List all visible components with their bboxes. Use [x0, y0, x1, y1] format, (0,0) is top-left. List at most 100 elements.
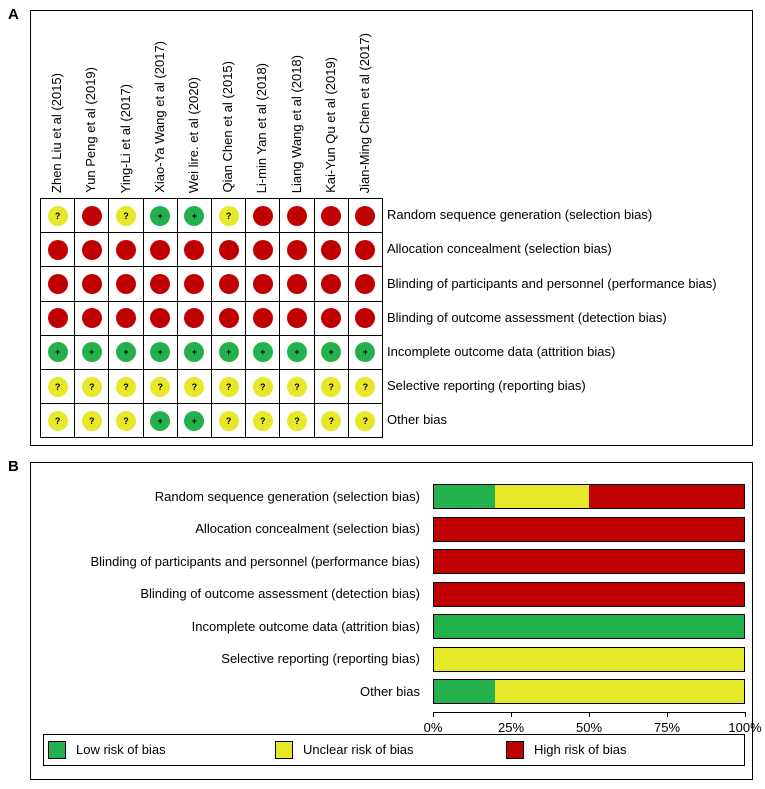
high-risk-dot [286, 205, 307, 226]
judgement-cell: ? [279, 369, 315, 405]
bar-outline [433, 581, 745, 607]
judgement-cell [279, 266, 315, 302]
high-risk-dot [81, 308, 102, 329]
x-tick-mark [589, 711, 590, 717]
study-name: Yun Peng et al (2019) [83, 67, 99, 193]
high-risk-dot [150, 239, 171, 260]
judgement-cell: ? [211, 198, 247, 234]
judgement-cell: + [245, 334, 281, 370]
high-risk-dot [355, 239, 376, 260]
bar-segment [433, 679, 496, 704]
x-tick-mark [745, 711, 746, 717]
unclear-risk-dot: ? [252, 410, 273, 431]
judgement-cell [279, 232, 315, 268]
legend-label: Low risk of bias [76, 742, 166, 757]
judgement-cell [347, 266, 383, 302]
high-risk-dot [115, 239, 136, 260]
high-risk-dot [321, 308, 342, 329]
unclear-risk-dot: ? [47, 376, 68, 397]
unclear-risk-dot: ? [184, 376, 205, 397]
judgement-cell [313, 266, 349, 302]
judgement-cell [347, 232, 383, 268]
bar-segment [433, 614, 745, 639]
judgement-cell [176, 300, 212, 336]
judgement-cell: + [74, 334, 110, 370]
bar-segment [433, 549, 745, 574]
judgement-cell [347, 198, 383, 234]
category-label: Random sequence generation (selection bi… [154, 488, 420, 504]
x-tick-label: 50% [575, 719, 603, 735]
unclear-risk-dot: ? [115, 205, 136, 226]
x-tick-mark [433, 711, 434, 717]
judgement-cell: + [142, 403, 178, 439]
domain-label: Blinding of participants and personnel (… [387, 275, 717, 291]
bar-outline [433, 679, 745, 704]
bar-outline [433, 549, 745, 574]
high-risk-dot [286, 308, 307, 329]
bar-segment [495, 484, 589, 509]
low-risk-dot: + [321, 342, 342, 363]
high-risk-dot [286, 239, 307, 260]
domain-label: Other bias [387, 412, 447, 428]
judgement-cell: + [40, 334, 76, 370]
high-risk-dot [218, 308, 239, 329]
judgement-cell [40, 266, 76, 302]
low-risk-dot: + [184, 342, 205, 363]
judgement-cell [313, 198, 349, 234]
bar-outline [433, 614, 745, 639]
high-risk-dot [355, 308, 376, 329]
high-risk-dot [81, 239, 102, 260]
high-risk-dot [115, 308, 136, 329]
domain-label: Allocation concealment (selection bias) [387, 241, 612, 257]
unclear-risk-dot: ? [218, 376, 239, 397]
judgement-cell [176, 232, 212, 268]
judgement-cell: ? [108, 403, 144, 439]
judgement-cell: + [142, 334, 178, 370]
judgement-cell [313, 232, 349, 268]
judgement-cell: ? [108, 198, 144, 234]
high-risk-dot [321, 273, 342, 294]
judgement-cell [211, 232, 247, 268]
bar-segment [433, 484, 496, 509]
category-label: Selective reporting (reporting bias) [221, 651, 420, 666]
judgement-cell: + [313, 334, 349, 370]
unclear-risk-dot: ? [355, 410, 376, 431]
judgement-cell [108, 266, 144, 302]
bar-segment [433, 516, 745, 542]
unclear-risk-dot: ? [81, 376, 102, 397]
low-risk-dot: + [150, 342, 171, 363]
legend-swatch [275, 741, 293, 759]
category-label: Other bias [360, 683, 420, 699]
x-tick-mark [511, 711, 512, 717]
study-name: Ying-Li et al (2017) [117, 83, 133, 193]
high-risk-dot [115, 273, 136, 294]
judgement-cell [245, 300, 281, 336]
high-risk-dot [47, 308, 68, 329]
study-name: Zhen Liu et al (2015) [49, 73, 65, 193]
low-risk-dot: + [218, 342, 239, 363]
domain-label: Incomplete outcome data (attrition bias) [387, 343, 616, 359]
high-risk-dot [252, 273, 273, 294]
low-risk-dot: + [150, 205, 171, 226]
judgement-cell: + [176, 198, 212, 234]
judgement-cell: + [142, 198, 178, 234]
judgement-cell: ? [142, 369, 178, 405]
judgement-cell: ? [40, 403, 76, 439]
unclear-risk-dot: ? [115, 376, 136, 397]
high-risk-dot [184, 308, 205, 329]
low-risk-dot: + [184, 205, 205, 226]
high-risk-dot [150, 273, 171, 294]
unclear-risk-dot: ? [218, 205, 239, 226]
judgement-cell: ? [245, 369, 281, 405]
high-risk-dot [184, 273, 205, 294]
category-label: Incomplete outcome data (attrition bias) [191, 618, 420, 634]
panel-a-letter: A [8, 6, 19, 23]
high-risk-dot [184, 239, 205, 260]
judgement-cell: ? [211, 403, 247, 439]
judgement-cell: ? [313, 369, 349, 405]
domain-label: Selective reporting (reporting bias) [387, 378, 586, 394]
judgement-cell: ? [347, 403, 383, 439]
high-risk-dot [252, 239, 273, 260]
judgement-cell [142, 232, 178, 268]
category-label: Blinding of participants and personnel (… [90, 553, 420, 569]
